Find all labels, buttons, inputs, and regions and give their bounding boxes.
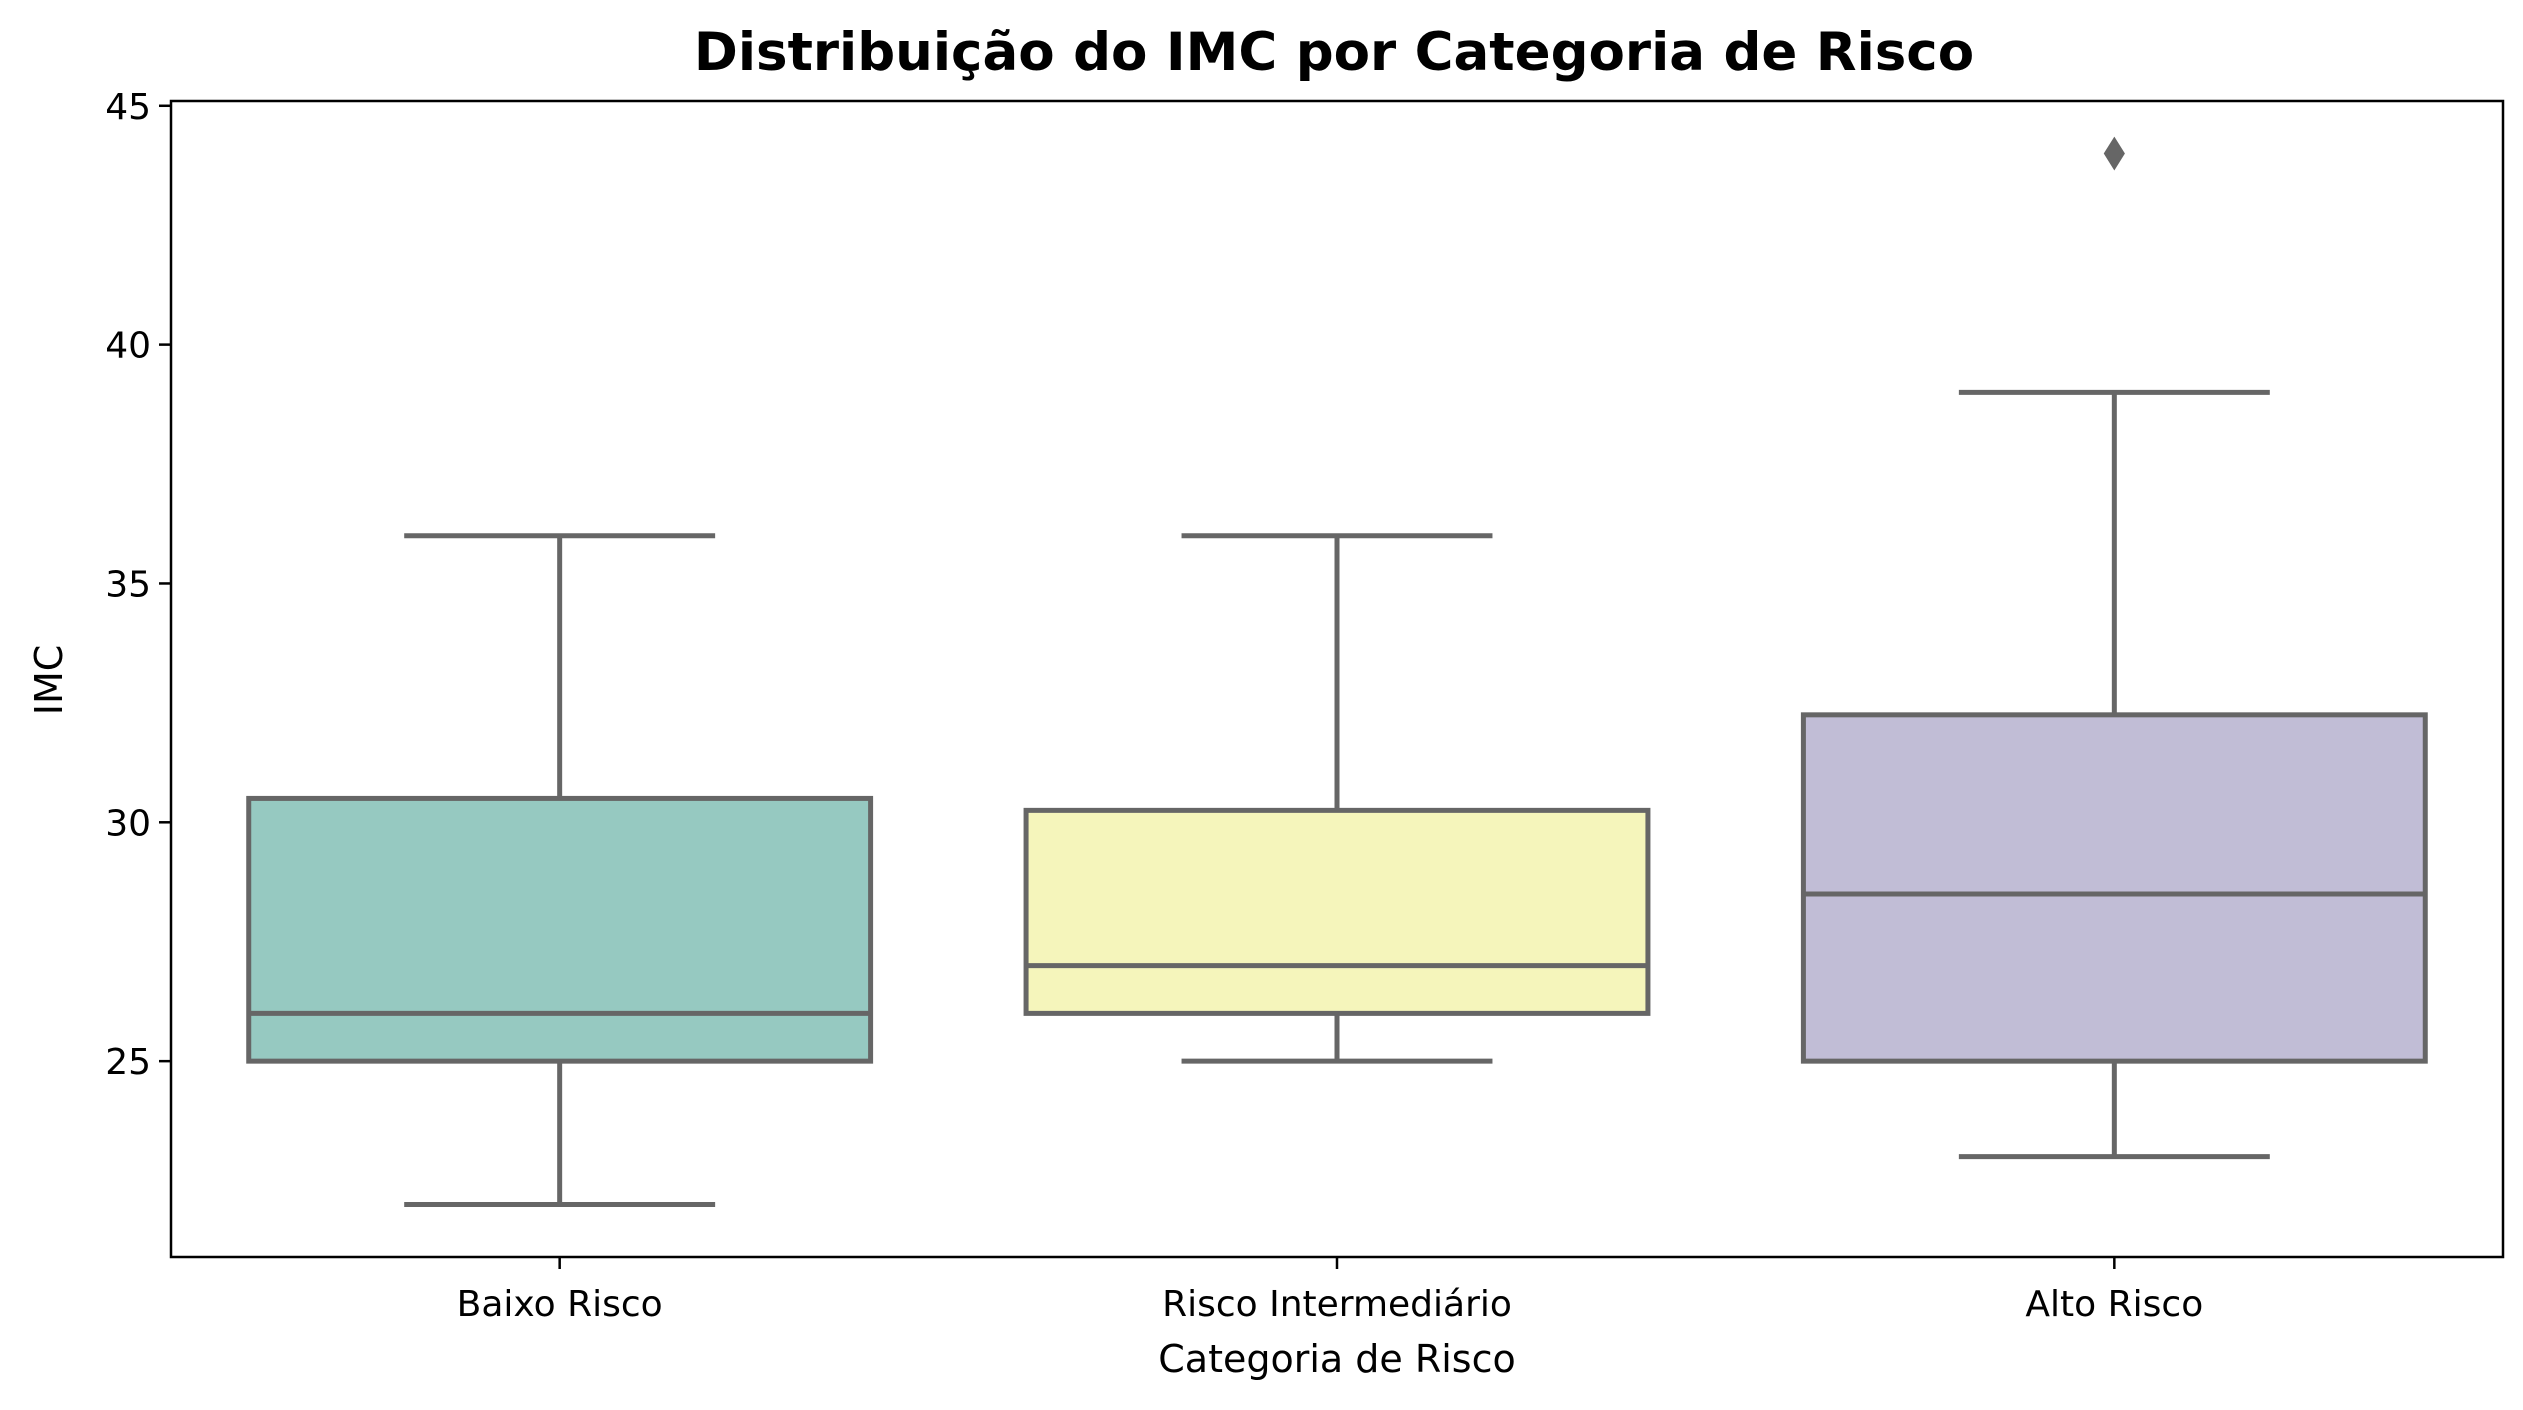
plot-area [246, 136, 2428, 1207]
iqr-box [1800, 712, 2428, 1064]
y-tick-label: 35 [105, 564, 151, 605]
box-group [1800, 136, 2428, 1160]
y-tick-label: 30 [105, 803, 151, 844]
box-group [1023, 533, 1651, 1064]
box-group [246, 533, 874, 1207]
y-tick-label: 40 [105, 326, 151, 367]
iqr-box [246, 795, 874, 1064]
y-tick-label: 45 [105, 87, 151, 128]
x-axis: Baixo Risco Risco Intermediário Alto Risco [457, 1257, 2203, 1325]
y-tick-label: 25 [105, 1042, 151, 1083]
chart-title: Distribuição do IMC por Categoria de Ris… [694, 22, 1974, 83]
x-tick-label: Risco Intermediário [1162, 1284, 1512, 1325]
x-tick-label: Baixo Risco [457, 1284, 663, 1325]
y-axis: 25 30 35 40 45 [105, 87, 171, 1083]
outlier-marker [2103, 136, 2125, 171]
y-axis-label: IMC [27, 645, 71, 716]
x-tick-label: Alto Risco [2025, 1284, 2203, 1325]
iqr-box [1023, 807, 1651, 1016]
x-axis-label: Categoria de Risco [1158, 1337, 1516, 1381]
